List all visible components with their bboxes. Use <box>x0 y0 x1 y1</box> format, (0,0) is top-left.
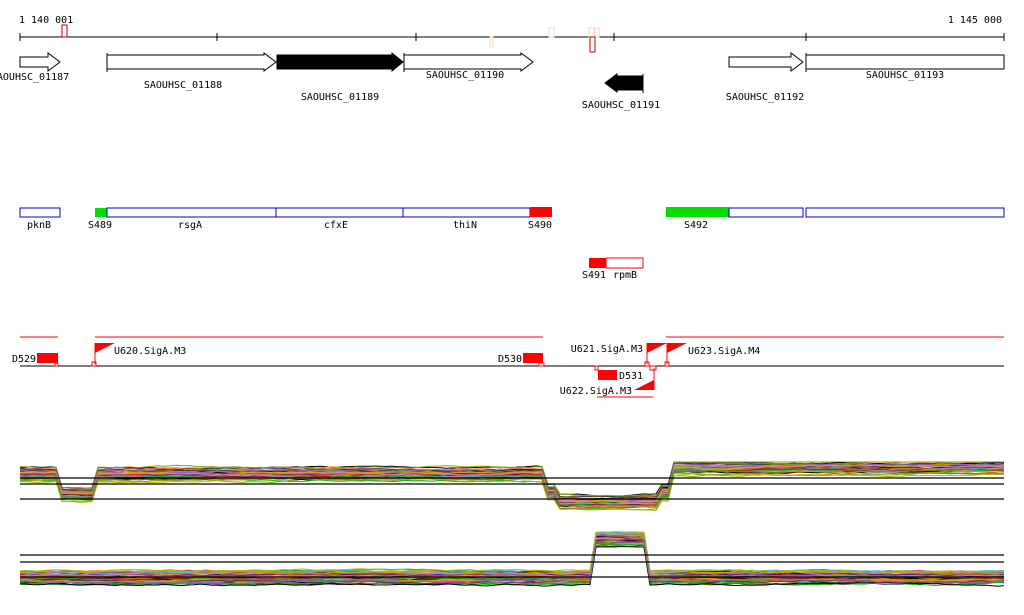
svg-text:U623.SigA.M4: U623.SigA.M4 <box>688 346 760 357</box>
svg-text:SAOUHSC_01187: SAOUHSC_01187 <box>0 72 69 83</box>
svg-text:SAOUHSC_01191: SAOUHSC_01191 <box>582 100 660 111</box>
expression-profile-top <box>19 461 1005 511</box>
gene-SAOUHSC_01189[interactable]: SAOUHSC_01189 <box>276 51 404 103</box>
profile-line <box>20 531 1005 574</box>
profile-line <box>19 533 1005 575</box>
svg-text:U622.SigA.M3: U622.SigA.M3 <box>560 386 632 397</box>
profile-line <box>19 472 1004 511</box>
profile-line <box>19 532 1005 575</box>
profile-line <box>19 531 1005 574</box>
gene-SAOUHSC_01188[interactable]: SAOUHSC_01188 <box>106 52 277 91</box>
svg-text:S489: S489 <box>88 220 112 231</box>
feature-U622[interactable]: U622.SigA.M3 <box>560 365 657 397</box>
svg-text:SAOUHSC_01190: SAOUHSC_01190 <box>426 70 504 81</box>
annotation-track: pknB S489 rsgA cfxE thiN S490 S492 S491 … <box>19 207 1005 281</box>
svg-text:thiN: thiN <box>453 220 477 231</box>
svg-text:S492: S492 <box>684 220 708 231</box>
svg-text:cfxE: cfxE <box>324 220 348 231</box>
gene-SAOUHSC_01193[interactable]: SAOUHSC_01193 <box>805 53 1005 81</box>
svg-text:D529: D529 <box>12 354 36 365</box>
svg-text:S491: S491 <box>582 270 606 281</box>
segment-thiN[interactable] <box>402 207 531 218</box>
segment-box[interactable] <box>805 207 1005 218</box>
profile-line <box>19 531 1005 575</box>
svg-text:pknB: pknB <box>27 220 51 231</box>
svg-text:SAOUHSC_01189: SAOUHSC_01189 <box>301 92 379 103</box>
profile-line <box>19 468 1005 507</box>
gene-SAOUHSC_01187[interactable]: SAOUHSC_01187 <box>0 52 69 83</box>
segment-rpmB[interactable] <box>605 257 644 269</box>
feature-U621[interactable]: U621.SigA.M3 <box>571 343 667 367</box>
gene-SAOUHSC_01190[interactable]: SAOUHSC_01190 <box>403 52 534 81</box>
profile-line <box>19 532 1005 574</box>
feature-D531[interactable]: D531 <box>594 365 643 382</box>
svg-text:D531: D531 <box>619 371 643 382</box>
feature-U620[interactable]: U620.SigA.M3 <box>91 343 186 367</box>
feature-track: D529 U620.SigA.M3 D530 D531 U622.SigA.M3 <box>12 336 1004 398</box>
svg-text:U621.SigA.M3: U621.SigA.M3 <box>571 344 643 355</box>
segment-box[interactable] <box>728 207 804 218</box>
svg-text:U620.SigA.M3: U620.SigA.M3 <box>114 346 186 357</box>
svg-text:SAOUHSC_01193: SAOUHSC_01193 <box>866 70 944 81</box>
axis-start-label: 1 140 001 <box>19 15 73 26</box>
segment-cfxE[interactable] <box>275 207 404 218</box>
segment-S492[interactable] <box>666 207 729 217</box>
svg-text:SAOUHSC_01192: SAOUHSC_01192 <box>726 92 804 103</box>
axis-marker <box>589 36 596 53</box>
profile-line <box>19 533 1005 576</box>
feature-D530[interactable]: D530 <box>498 353 545 367</box>
profile-line <box>19 541 1005 585</box>
segment-rsgA[interactable] <box>106 207 277 218</box>
svg-text:rpmB: rpmB <box>613 270 637 281</box>
svg-text:SAOUHSC_01188: SAOUHSC_01188 <box>144 80 222 91</box>
gene-SAOUHSC_01191[interactable]: SAOUHSC_01191 <box>582 73 660 111</box>
coordinate-axis: 1 140 001 1 145 000 <box>19 15 1005 53</box>
axis-marker <box>594 27 600 38</box>
segment-S491[interactable] <box>589 258 606 268</box>
expression-profile-bottom <box>19 531 1005 587</box>
axis-end-label: 1 145 000 <box>948 15 1002 26</box>
segment-pknB[interactable] <box>19 207 61 218</box>
segment-S490[interactable] <box>530 207 552 217</box>
segment-S489[interactable] <box>95 208 107 217</box>
svg-text:S490: S490 <box>528 220 552 231</box>
axis-marker <box>489 36 494 48</box>
gene-track: SAOUHSC_01187 SAOUHSC_01188 SAOUHSC_0118… <box>0 51 1005 111</box>
svg-text:D530: D530 <box>498 354 522 365</box>
gene-SAOUHSC_01192[interactable]: SAOUHSC_01192 <box>726 52 804 103</box>
profile-line <box>19 531 1005 574</box>
profile-line <box>19 462 1005 502</box>
axis-marker <box>588 27 595 38</box>
axis-marker <box>61 24 68 38</box>
svg-text:rsgA: rsgA <box>178 220 202 231</box>
axis-marker <box>548 27 555 38</box>
feature-U623[interactable]: U623.SigA.M4 <box>664 343 760 367</box>
profile-line <box>19 461 1004 497</box>
profile-line <box>19 546 1005 587</box>
feature-D529[interactable]: D529 <box>12 353 59 367</box>
